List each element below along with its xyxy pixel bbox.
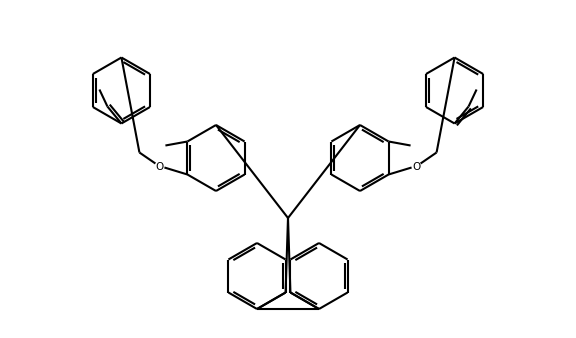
Text: O: O [412, 162, 420, 171]
Text: O: O [156, 162, 164, 171]
